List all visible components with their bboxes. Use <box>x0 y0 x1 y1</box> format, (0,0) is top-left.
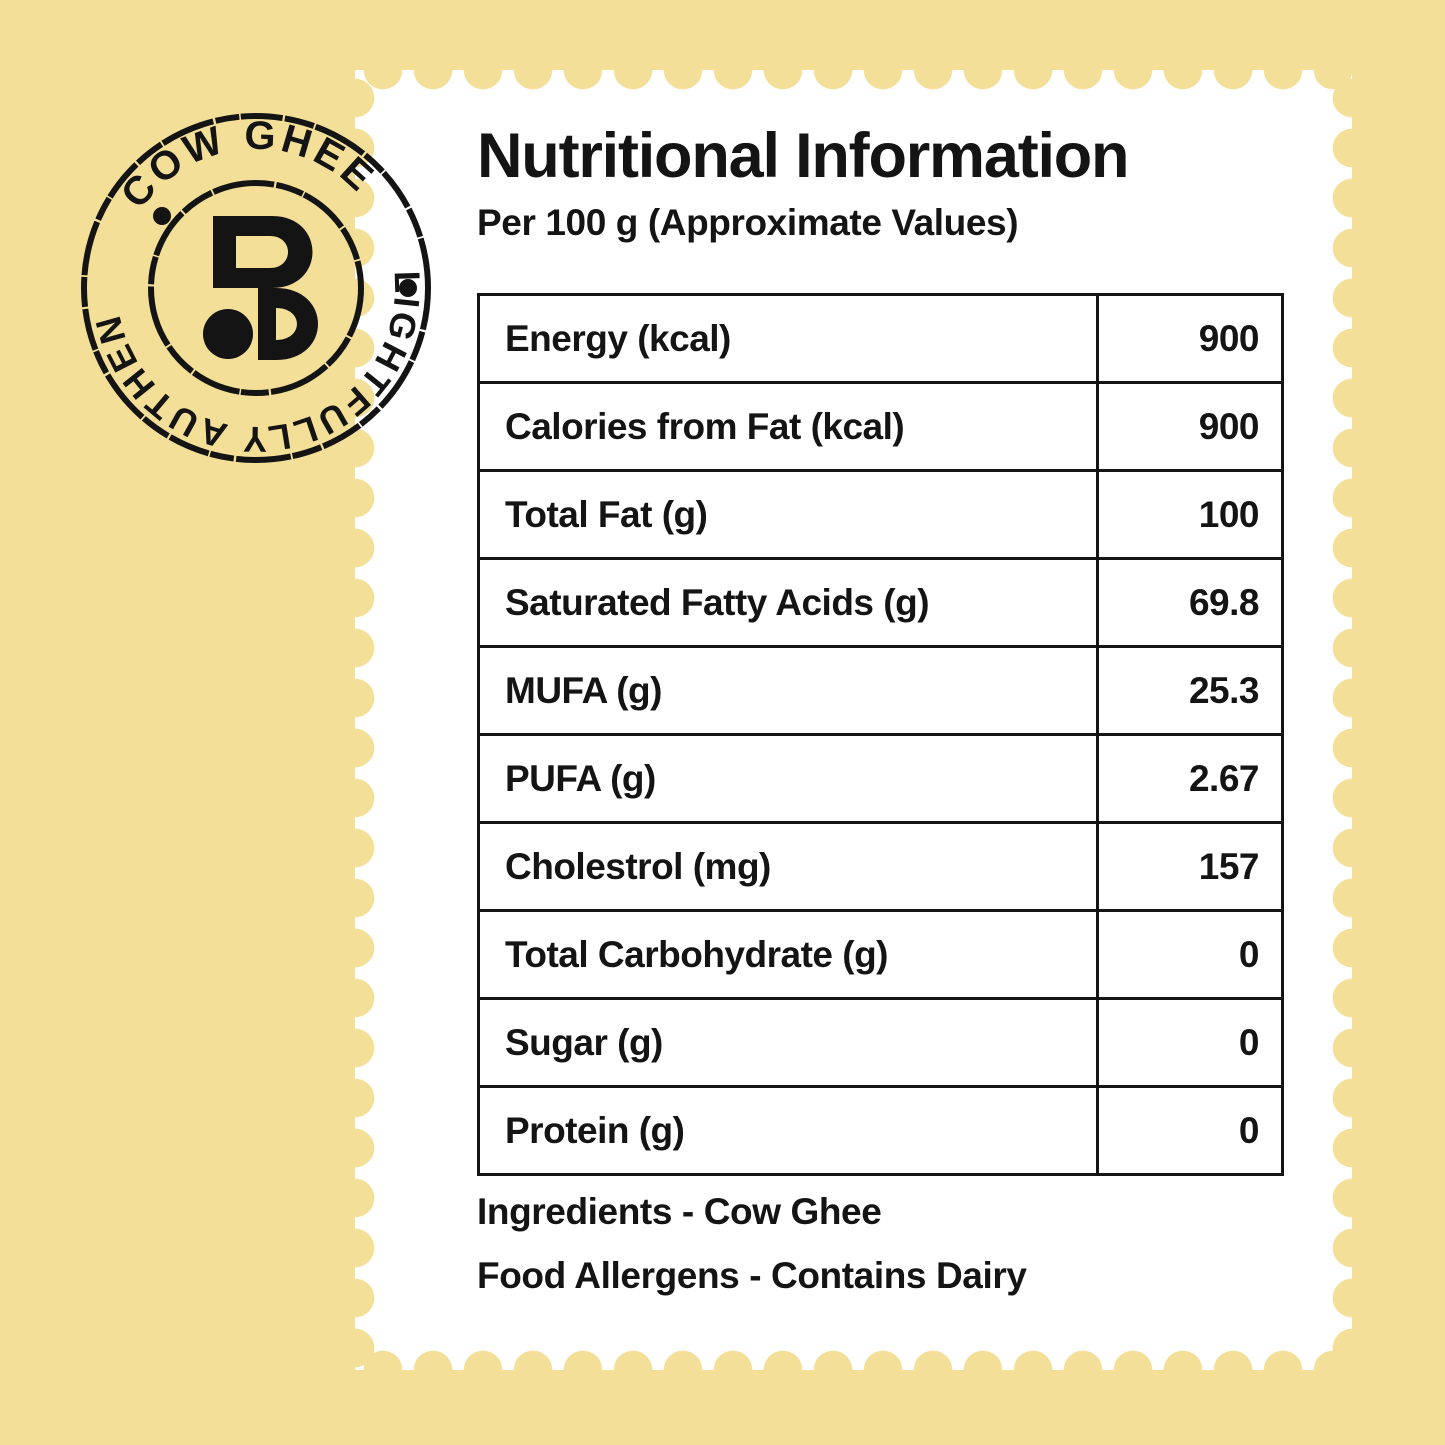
nutrient-name: Total Carbohydrate (g) <box>477 909 1099 1000</box>
table-row: Protein (g) 0 <box>477 1085 1284 1176</box>
nutrient-name: Saturated Fatty Acids (g) <box>477 557 1099 648</box>
stamp-monogram-b <box>203 216 318 360</box>
nutrient-value: 0 <box>1096 1085 1284 1176</box>
table-row: Sugar (g) 0 <box>477 997 1284 1088</box>
ingredients-line: Ingredients - Cow Ghee <box>477 1191 882 1232</box>
nutrient-value: 0 <box>1096 997 1284 1088</box>
table-row: PUFA (g) 2.67 <box>477 733 1284 824</box>
table-row: Cholestrol (mg) 157 <box>477 821 1284 912</box>
nutrient-name: Total Fat (g) <box>477 469 1099 560</box>
nutrient-value: 2.67 <box>1096 733 1284 824</box>
nutrient-value: 900 <box>1096 293 1284 384</box>
stamp-outer-ring <box>81 113 431 463</box>
stamp-arc-text-top: COW GHEE <box>113 113 384 216</box>
nutrient-value: 69.8 <box>1096 557 1284 648</box>
page-title: Nutritional Information <box>477 121 1130 191</box>
stamp-separator-dots <box>153 207 417 297</box>
nutrient-value: 900 <box>1096 381 1284 472</box>
nutrient-name: PUFA (g) <box>477 733 1099 824</box>
nutrient-name: Sugar (g) <box>477 997 1099 1088</box>
nutrient-value: 157 <box>1096 821 1284 912</box>
table-row: MUFA (g) 25.3 <box>477 645 1284 736</box>
page-subtitle: Per 100 g (Approximate Values) <box>477 202 1019 244</box>
footer-notes: Ingredients - Cow Ghee Food Allergens - … <box>477 1193 1257 1294</box>
brand-stamp-logo: COW GHEE DELIGHTFULLY AUTHENTIC <box>80 112 432 464</box>
nutrient-value: 0 <box>1096 909 1284 1000</box>
table-row: Total Carbohydrate (g) 0 <box>477 909 1284 1000</box>
stamp-inner-ring <box>148 180 364 396</box>
table-row: Energy (kcal) 900 <box>477 293 1284 384</box>
nutrient-name: MUFA (g) <box>477 645 1099 736</box>
nutrition-table-body: Energy (kcal) 900 Calories from Fat (kca… <box>477 293 1284 1176</box>
nutrient-name: Protein (g) <box>477 1085 1099 1176</box>
table-row: Saturated Fatty Acids (g) 69.8 <box>477 557 1284 648</box>
table-row: Calories from Fat (kcal) 900 <box>477 381 1284 472</box>
nutrient-value: 25.3 <box>1096 645 1284 736</box>
allergens-line: Food Allergens - Contains Dairy <box>477 1255 1027 1296</box>
nutrient-name: Calories from Fat (kcal) <box>477 381 1099 472</box>
nutrient-value: 100 <box>1096 469 1284 560</box>
nutrition-facts-table: Energy (kcal) 900 Calories from Fat (kca… <box>477 293 1284 1176</box>
table-row: Total Fat (g) 100 <box>477 469 1284 560</box>
label-header: Nutritional Information Per 100 g (Appro… <box>477 124 1237 244</box>
nutrient-name: Energy (kcal) <box>477 293 1099 384</box>
nutrient-name: Cholestrol (mg) <box>477 821 1099 912</box>
